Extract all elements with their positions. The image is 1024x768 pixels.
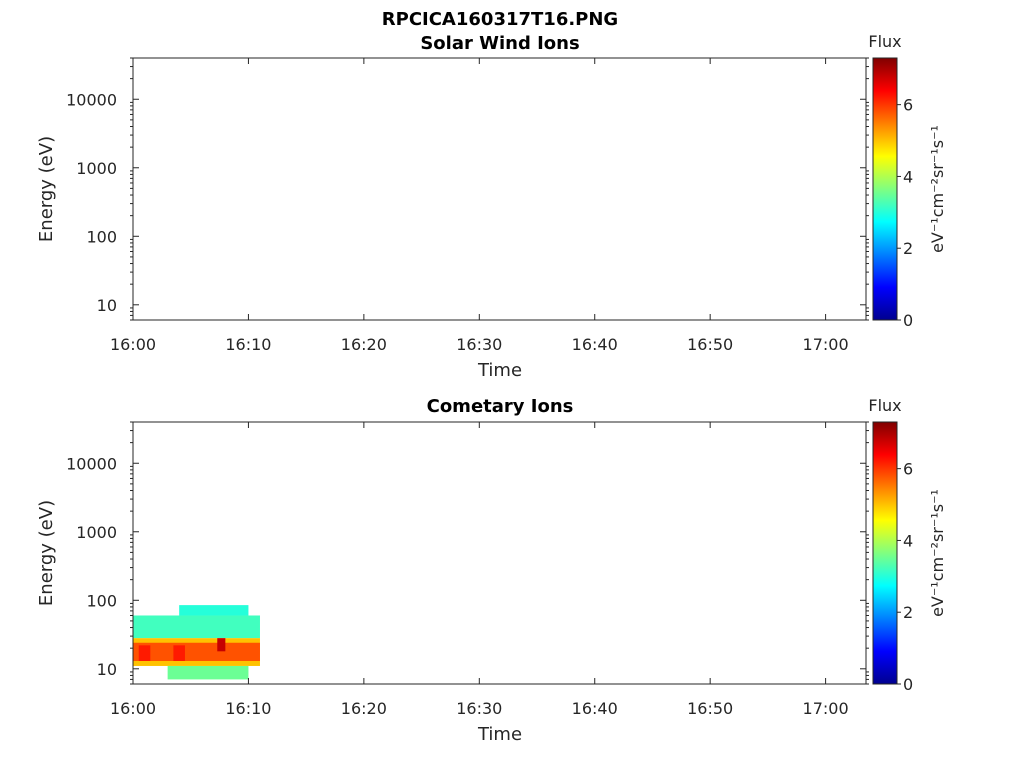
colorbar <box>872 57 898 321</box>
colorbar-tick-label: 4 <box>903 531 913 550</box>
x-tick-label: 16:50 <box>687 699 733 718</box>
x-tick-label: 16:00 <box>110 335 156 354</box>
y-tick-label: 100 <box>86 591 117 610</box>
x-tick-label: 16:50 <box>687 335 733 354</box>
x-tick-label: 16:40 <box>572 699 618 718</box>
colorbar-ticks: 0 2 4 6 <box>897 96 913 330</box>
panel-title: Solar Wind Ions <box>420 33 579 54</box>
x-tick-label: 16:00 <box>110 699 156 718</box>
panel-title: Cometary Ions <box>427 396 574 417</box>
heatmap-cell <box>133 615 260 639</box>
x-tick-label: 16:10 <box>225 335 271 354</box>
colorbar-unit-label: eV⁻¹cm⁻²sr⁻¹s⁻¹ <box>928 125 947 253</box>
plot-frame <box>132 421 867 685</box>
x-tick-label: 16:30 <box>456 699 502 718</box>
y-tick-label: 100 <box>86 227 117 246</box>
colorbar-unit-label: eV⁻¹cm⁻²sr⁻¹s⁻¹ <box>928 489 947 617</box>
cometary-panel: Cometary Ions 16:00 16:10 16:20 16:30 16:40 1… <box>36 396 947 745</box>
heatmap-cell <box>138 645 151 661</box>
heatmap-cell <box>167 665 249 680</box>
x-tick-label: 16:20 <box>341 335 387 354</box>
x-ticks: 16:00 16:10 16:20 16:30 16:40 16:50 17:00 <box>110 422 849 718</box>
solar-wind-panel: Solar Wind Ions 16:00 16:10 16:20 16:30 16:4… <box>36 32 947 381</box>
y-tick-label: 10 <box>97 660 117 679</box>
x-tick-label: 16:30 <box>456 335 502 354</box>
heatmap-cell <box>133 642 260 661</box>
colorbar-ticks: 0 2 4 6 <box>897 460 913 694</box>
plot-frame <box>132 57 867 321</box>
colorbar-tick-label: 4 <box>903 167 913 186</box>
x-axis-label: Time <box>477 724 522 745</box>
y-tick-label: 1000 <box>76 523 117 542</box>
y-axis-label: Energy (eV) <box>36 136 57 242</box>
x-tick-label: 17:00 <box>803 699 849 718</box>
y-ticks: 10 100 1000 10000 <box>66 421 869 685</box>
y-tick-label: 1000 <box>76 159 117 178</box>
x-tick-label: 17:00 <box>803 335 849 354</box>
y-tick-label: 10000 <box>66 90 117 109</box>
y-tick-label: 10 <box>97 296 117 315</box>
colorbar-tick-label: 6 <box>903 460 913 479</box>
x-tick-label: 16:20 <box>341 699 387 718</box>
colorbar-title: Flux <box>868 396 901 415</box>
colorbar <box>872 421 898 685</box>
colorbar-tick-label: 6 <box>903 96 913 115</box>
heatmap-cell <box>179 605 249 616</box>
x-tick-label: 16:40 <box>572 335 618 354</box>
x-axis-label: Time <box>477 360 522 381</box>
figure-title: RPCICA160317T16.PNG <box>382 9 618 30</box>
colorbar-title: Flux <box>868 32 901 51</box>
colorbar-tick-label: 2 <box>903 239 913 258</box>
x-ticks: 16:00 16:10 16:20 16:30 16:40 16:50 17:00 <box>110 58 849 354</box>
heatmap-cell <box>173 645 185 661</box>
y-axis-label: Energy (eV) <box>36 500 57 606</box>
heatmap-cells <box>133 605 260 680</box>
colorbar-tick-label: 0 <box>903 675 913 694</box>
y-tick-label: 10000 <box>66 454 117 473</box>
y-ticks: 10 100 1000 10000 <box>66 57 869 321</box>
colorbar-tick-label: 2 <box>903 603 913 622</box>
heatmap-cell <box>217 638 226 652</box>
colorbar-tick-label: 0 <box>903 311 913 330</box>
x-tick-label: 16:10 <box>225 699 271 718</box>
